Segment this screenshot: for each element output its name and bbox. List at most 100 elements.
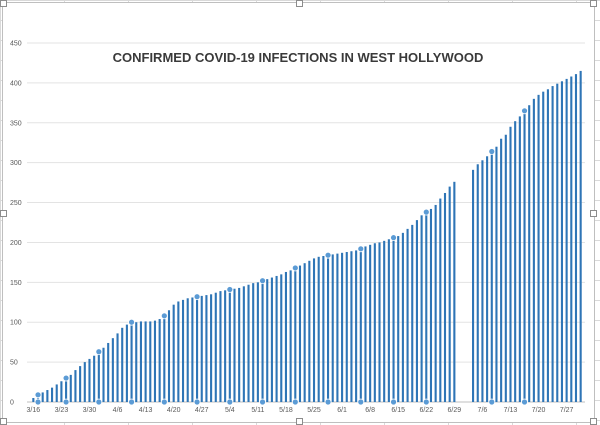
bar [144,321,147,402]
bar [125,324,128,402]
bar [486,156,489,402]
bar [233,288,236,402]
bar [528,105,531,402]
bar [364,246,367,402]
resize-handle-right[interactable] [590,210,597,217]
bar [579,70,582,402]
x-tick-label: 7/27 [560,407,574,414]
bar [111,338,114,402]
bar [102,347,105,402]
data-marker [422,208,430,216]
baseline-marker [488,398,496,406]
bar [219,291,222,402]
bar [280,274,283,402]
x-tick-label: 4/27 [195,407,209,414]
bar [504,134,507,402]
bar [83,362,86,402]
bar [556,83,559,402]
bar [397,236,400,402]
bar [425,212,428,402]
bar [177,301,180,402]
bar [434,204,437,402]
bar [406,228,409,402]
bar [565,78,568,403]
resize-handle-top-right[interactable] [590,0,597,7]
resize-handle-top[interactable] [296,0,303,7]
bar [411,224,414,402]
bar [294,267,297,402]
bar [551,86,554,402]
markers [34,107,528,406]
bar [97,351,100,402]
resize-handle-top-left[interactable] [0,0,7,7]
bar [472,169,475,402]
x-tick-label: 7/20 [532,407,546,414]
x-tick-label: 3/30 [83,407,97,414]
baseline-marker [390,398,397,406]
bar [345,252,348,402]
bar [65,378,68,402]
x-tick-label: 4/13 [139,407,153,414]
data-marker [259,277,266,285]
bar [378,242,381,402]
bar [32,398,35,402]
bar [107,342,110,402]
bar [574,74,578,402]
bar [135,322,138,402]
data-marker [390,234,397,242]
bar [570,76,573,403]
bar [172,304,175,402]
bar [79,366,82,402]
bar [228,289,231,402]
x-axis-ticks: 3/16 3/23 3/30 4/6 4/13 4/20 4/27 5/4 5/11 5/18 5/… [27,407,574,414]
bar [50,387,54,402]
bar [196,296,199,402]
bar [60,381,63,402]
y-axis-ticks: 0 50 100 150 200 250 300 350 400 450 [10,41,22,407]
bar [415,220,418,402]
data-marker [226,286,234,293]
x-tick-label: 7/13 [504,407,518,414]
bar [298,265,302,402]
data-marker [34,391,42,399]
bar [238,287,241,402]
bar [359,248,362,402]
data-marker [62,374,70,382]
bar [326,255,330,402]
x-tick-label: 3/23 [55,407,69,414]
bar [476,164,479,402]
baseline-marker [521,398,528,406]
bar [490,151,493,402]
bar [350,251,353,402]
data-marker [521,107,528,115]
baseline-marker [62,398,70,406]
bar [270,277,273,402]
bar [252,283,255,402]
bar [200,295,203,402]
x-tick-label: 4/20 [167,407,181,414]
bar [448,186,451,402]
y-tick-label: 0 [10,400,14,407]
bar [247,284,250,402]
bar [289,270,292,402]
bar [266,279,269,402]
resize-handle-left[interactable] [0,210,7,217]
bar [312,258,316,402]
bar [214,292,217,402]
baseline-marker [160,398,168,406]
bar [532,98,535,402]
baseline-marker [193,398,201,406]
bar [336,253,339,402]
bar [369,244,372,402]
y-tick-label: 50 [10,360,18,367]
baseline-marker [95,398,103,406]
data-marker [95,348,103,356]
bar [429,208,433,402]
bar [46,390,49,402]
baseline-marker [259,398,266,406]
bar [186,298,189,402]
x-tick-label: 6/1 [337,407,347,414]
y-tick-label: 450 [10,41,22,48]
bar [158,319,161,402]
